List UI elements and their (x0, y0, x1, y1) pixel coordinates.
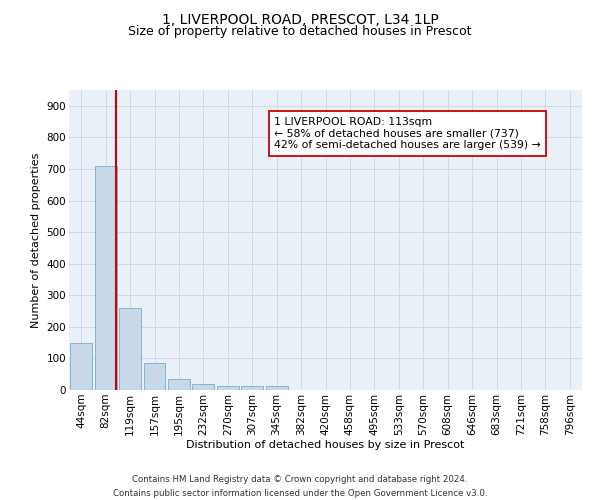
Bar (193, 384, 214, 390)
Bar (266, 386, 287, 390)
Bar (70, 344, 92, 390)
Text: Size of property relative to detached houses in Prescot: Size of property relative to detached ho… (128, 25, 472, 38)
Bar (143, 363, 166, 390)
Text: 1, LIVERPOOL ROAD, PRESCOT, L34 1LP: 1, LIVERPOOL ROAD, PRESCOT, L34 1LP (161, 12, 439, 26)
Bar (95, 166, 116, 390)
Y-axis label: Number of detached properties: Number of detached properties (31, 152, 41, 328)
Bar (241, 386, 263, 390)
Text: 1 LIVERPOOL ROAD: 113sqm
← 58% of detached houses are smaller (737)
42% of semi-: 1 LIVERPOOL ROAD: 113sqm ← 58% of detach… (274, 117, 541, 150)
Text: Contains HM Land Registry data © Crown copyright and database right 2024.
Contai: Contains HM Land Registry data © Crown c… (113, 476, 487, 498)
Bar (168, 379, 190, 390)
Bar (119, 308, 141, 390)
X-axis label: Distribution of detached houses by size in Prescot: Distribution of detached houses by size … (187, 440, 464, 450)
Bar (217, 386, 239, 390)
